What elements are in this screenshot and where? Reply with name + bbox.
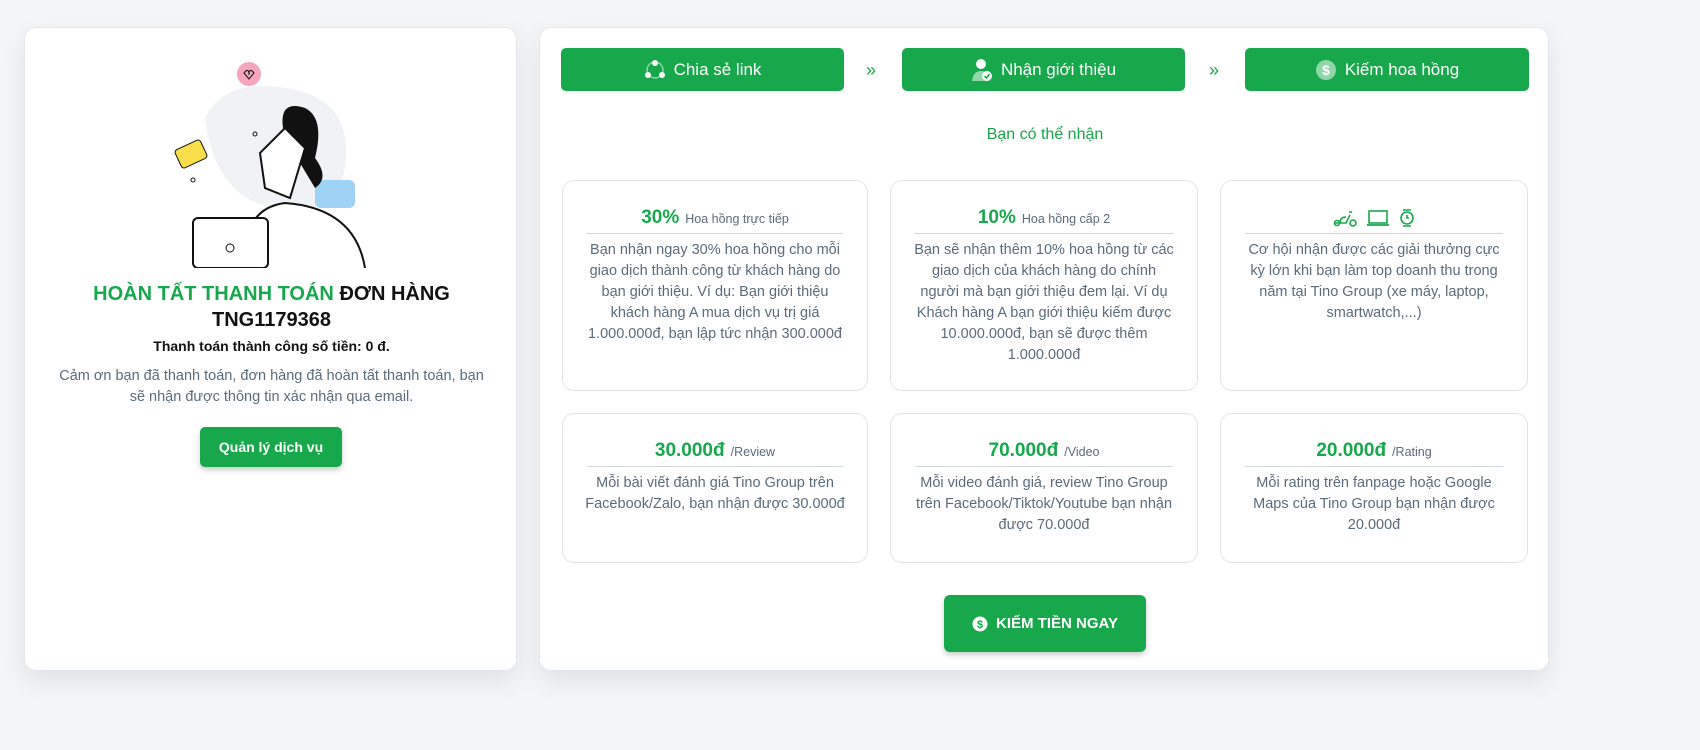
laptop-icon [1367,210,1389,226]
watch-icon [1400,209,1414,227]
chevrons-right-icon: » [866,60,877,80]
order-complete-card: HOÀN TẤT THANH TOÁN ĐƠN HÀNG TNG1179368 T… [24,27,517,671]
page-title: HOÀN TẤT THANH TOÁN ĐƠN HÀNG TNG1179368 [93,283,450,331]
step-earn-commission[interactable]: $ Kiếm hoa hồng [1245,48,1529,91]
step-share-link[interactable]: Chia sẻ link [561,48,844,91]
benefit-card: 20.000đ/Rating Mỗi rating trên fanpage h… [1220,413,1528,563]
benefit-card: Cơ hội nhận được các giải thưởng cực kỳ … [1220,180,1528,391]
manage-services-button[interactable]: Quản lý dịch vụ [200,427,342,467]
user-check-icon [971,58,992,81]
chevrons-right-icon: » [1209,60,1220,80]
dollar-icon: $ [1315,59,1336,80]
svg-text:$: $ [1322,62,1330,78]
section-subtitle: Bạn có thể nhận [986,126,1104,143]
earn-now-button[interactable]: $ KIẾM TIỀN NGAY [944,595,1146,652]
payment-amount: Thanh toán thành công số tiền: 0 đ. [153,338,390,354]
benefit-card: 10% Hoa hồng cấp 2 Bạn sẽ nhận thêm 10% h… [890,180,1198,391]
step-get-referral[interactable]: Nhận giới thiệu [902,48,1185,91]
scooter-icon [1333,211,1357,227]
dollar-icon: $ [972,616,988,631]
affiliate-card: Chia sẻ link » Nhận giới thiệu » $ Kiếm … [539,27,1549,671]
thank-you-text: Cảm ơn bạn đã thanh toán, đơn hàng đã ho… [59,368,484,405]
benefit-card: 70.000đ/Video Mỗi video đánh giá, review… [890,413,1198,563]
svg-text:$: $ [977,619,983,631]
person-laptop-illustration [174,62,366,268]
order-id: TNG1179368 [212,309,331,331]
benefit-card: 30.000đ/Review Mỗi bài viết đánh giá Tin… [562,413,868,563]
share-icon [644,59,665,79]
benefit-card: 30% Hoa hồng trực tiếp Bạn nhận ngay 30% … [562,180,868,391]
